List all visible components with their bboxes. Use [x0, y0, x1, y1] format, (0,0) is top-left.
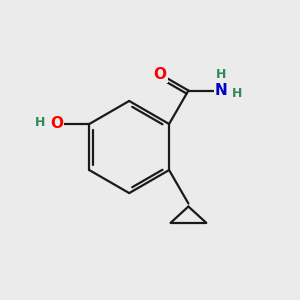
Text: O: O: [154, 67, 166, 82]
Text: H: H: [216, 68, 226, 81]
Text: N: N: [215, 83, 227, 98]
Text: H: H: [232, 87, 243, 100]
Text: H: H: [35, 116, 45, 129]
Text: O: O: [50, 116, 63, 131]
